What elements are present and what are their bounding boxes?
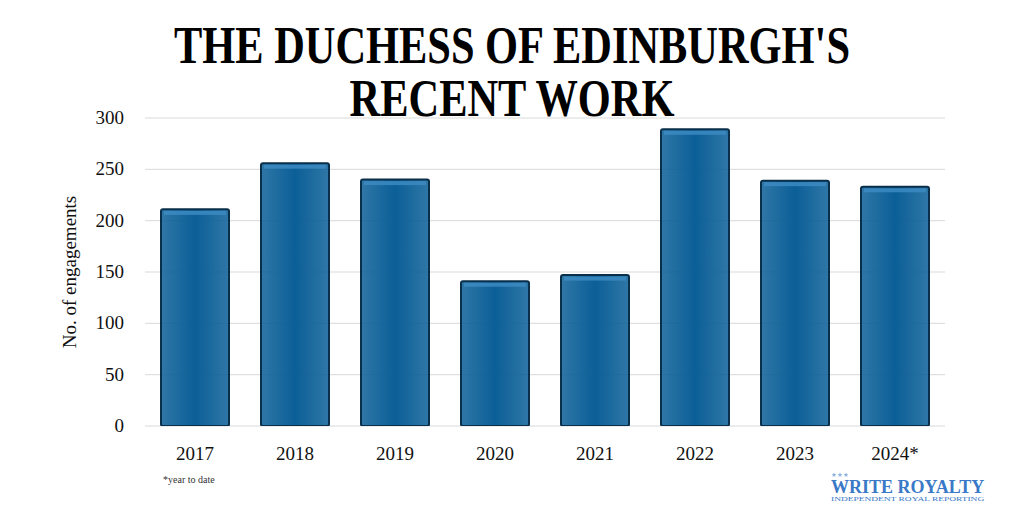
bar-highlight xyxy=(364,181,426,185)
x-tick-label: 2020 xyxy=(476,443,514,464)
y-tick-label: 150 xyxy=(96,261,125,282)
bar xyxy=(761,181,829,426)
bar-highlight xyxy=(664,131,726,135)
bar xyxy=(661,129,729,426)
bar xyxy=(361,180,429,426)
x-tick-label: 2018 xyxy=(276,443,314,464)
footnote: *year to date xyxy=(163,474,215,485)
y-tick-label: 300 xyxy=(96,107,125,128)
logo-tagline: INDEPENDENT ROYAL REPORTING xyxy=(831,496,984,502)
y-axis-label: No. of engagements xyxy=(59,196,80,348)
bar xyxy=(161,209,229,426)
x-tick-label: 2022 xyxy=(676,443,714,464)
bar xyxy=(561,275,629,426)
chart: 0 50 100 150 200 250 300 2017 2018 2019 2020 2021 20… xyxy=(0,0,1024,512)
bar-highlight xyxy=(264,165,326,169)
y-tick-label: 50 xyxy=(105,364,124,385)
x-tick-label: 2021 xyxy=(576,443,614,464)
bar-highlight xyxy=(164,211,226,215)
bars xyxy=(161,129,929,426)
bar xyxy=(261,163,329,426)
x-tick-label: 2023 xyxy=(776,443,814,464)
bar xyxy=(461,281,529,426)
y-tick-label: 0 xyxy=(115,415,125,436)
y-tick-label: 250 xyxy=(96,158,125,179)
bar-highlight xyxy=(864,188,926,192)
logo-text: WRITE ROYALTY xyxy=(831,477,984,497)
x-tick-label: 2019 xyxy=(376,443,414,464)
logo: WRITE ROYALTYINDEPENDENT ROYAL REPORTING xyxy=(831,472,984,502)
bar-highlight xyxy=(764,182,826,186)
y-tick-label: 200 xyxy=(96,210,125,231)
title-line: RECENT WORK xyxy=(350,69,675,127)
x-tick-label: 2017 xyxy=(176,443,214,464)
bar-highlight xyxy=(464,283,526,287)
title: THE DUCHESS OF EDINBURGH'SRECENT WORK xyxy=(174,16,850,127)
title-line: THE DUCHESS OF EDINBURGH'S xyxy=(174,16,850,74)
bar xyxy=(861,187,929,426)
x-tick-label: 2024* xyxy=(871,443,919,464)
bar-highlight xyxy=(564,277,626,281)
y-tick-label: 100 xyxy=(96,312,125,333)
